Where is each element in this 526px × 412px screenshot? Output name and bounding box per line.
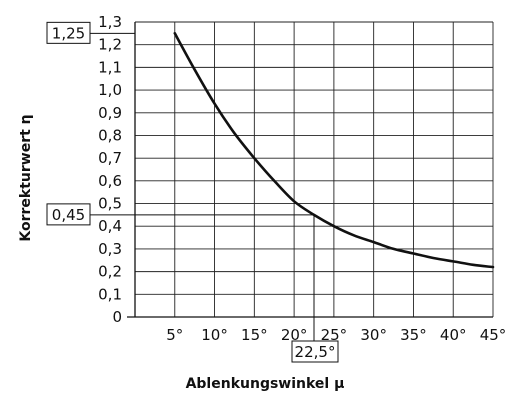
annotation-box xyxy=(46,203,91,226)
y-tick-label: 0,7 xyxy=(98,149,122,167)
y-tick-label: 1,2 xyxy=(98,36,122,54)
y-tick-label: 0 xyxy=(112,308,122,326)
y-tick-label: 0,9 xyxy=(98,104,122,122)
annotation-box xyxy=(46,21,91,44)
x-axis-title: Ablenkungswinkel μ xyxy=(186,376,345,392)
x-tick-label: 45° xyxy=(480,326,507,344)
axes xyxy=(127,22,493,318)
x-tick-label: 5° xyxy=(166,326,183,344)
y-tick-label: 0,3 xyxy=(98,240,122,258)
annotations: 1,25 0,45 22,5° xyxy=(46,21,339,363)
x-tick-label: 20° xyxy=(281,326,308,344)
x-tick-label: 35° xyxy=(400,326,427,344)
y-tick-label: 0,4 xyxy=(98,217,122,235)
y-tick-label: 1,0 xyxy=(98,81,122,99)
y-tick-label: 0,1 xyxy=(98,285,122,303)
x-tick-label: 25° xyxy=(321,326,348,344)
y-tick-label: 0,5 xyxy=(98,195,122,213)
x-tick-label: 30° xyxy=(360,326,387,344)
curve-layer xyxy=(173,31,495,269)
y-tick-label: 0,2 xyxy=(98,263,122,281)
x-tick-label: 15° xyxy=(241,326,268,344)
annotation-label: 1,25 xyxy=(52,24,85,42)
annotation-box xyxy=(291,340,339,363)
y-tick-label: 1,3 xyxy=(98,13,122,31)
tick-labels: 0 0,1 0,2 0,3 0,4 0,5 0,6 0,7 0,8 0,9 1,0 1,1 1,2 1,3… xyxy=(98,13,506,344)
annotation-label: 22,5° xyxy=(295,343,336,361)
y-tick-label: 0,6 xyxy=(98,172,122,190)
annotation-label: 0,45 xyxy=(52,206,85,224)
y-axis-title: Korrekturwert η xyxy=(18,114,34,241)
y-tick-label: 1,1 xyxy=(98,58,122,76)
reference-lines xyxy=(90,32,315,341)
x-tick-label: 10° xyxy=(201,326,228,344)
x-tick-label: 40° xyxy=(440,326,467,344)
y-tick-label: 0,8 xyxy=(98,126,122,144)
curve-line xyxy=(173,31,495,269)
